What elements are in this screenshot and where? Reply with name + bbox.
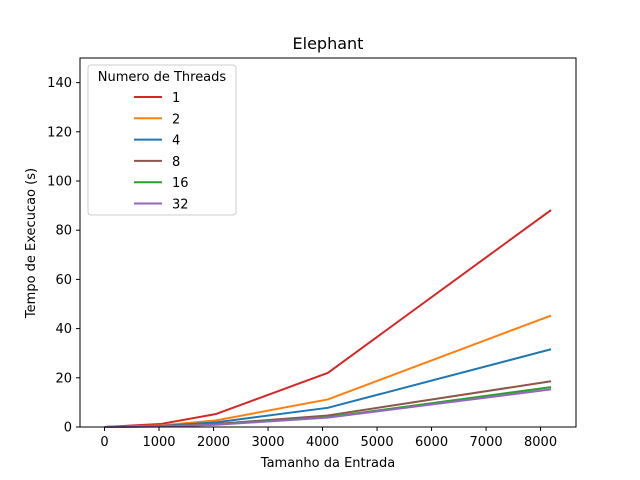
- x-tick-label: 4000: [306, 435, 339, 450]
- x-tick-label: 0: [100, 435, 108, 450]
- x-tick-label: 7000: [470, 435, 503, 450]
- y-tick-label: 40: [55, 322, 72, 337]
- x-tick-label: 3000: [251, 435, 284, 450]
- x-tick-label: 1000: [142, 435, 175, 450]
- y-tick-label: 80: [55, 224, 72, 239]
- axes-frame: [79, 57, 577, 428]
- y-tick-label: 120: [47, 125, 72, 140]
- y-tick-label: 0: [64, 421, 72, 436]
- legend-label-4: 4: [172, 134, 180, 149]
- y-axis-title: Tempo de Execucao (s): [24, 168, 39, 319]
- y-tick-label: 60: [55, 273, 72, 288]
- legend-label-16: 16: [172, 176, 189, 191]
- x-axis-title: Tamanho da Entrada: [260, 456, 395, 471]
- x-tick-label: 8000: [524, 435, 557, 450]
- x-tick-label: 5000: [361, 435, 394, 450]
- legend: Numero de Threads 1 2 4 8 16 32: [87, 64, 237, 216]
- y-tick-label: 140: [47, 76, 72, 91]
- legend-label-2: 2: [172, 112, 180, 127]
- legend-label-1: 1: [172, 91, 180, 106]
- plot-area: 0 1000 2000 3000 4000 5000 6000 7000 8000 0 20 40 60…: [47, 57, 577, 450]
- y-tick-label: 100: [47, 175, 72, 190]
- legend-label-32: 32: [172, 198, 189, 213]
- y-tick-label: 20: [55, 371, 72, 386]
- x-tick-label: 6000: [415, 435, 448, 450]
- chart-title: Elephant: [293, 34, 364, 53]
- legend-label-8: 8: [172, 155, 180, 170]
- legend-title: Numero de Threads: [98, 70, 227, 85]
- x-tick-label: 2000: [197, 435, 230, 450]
